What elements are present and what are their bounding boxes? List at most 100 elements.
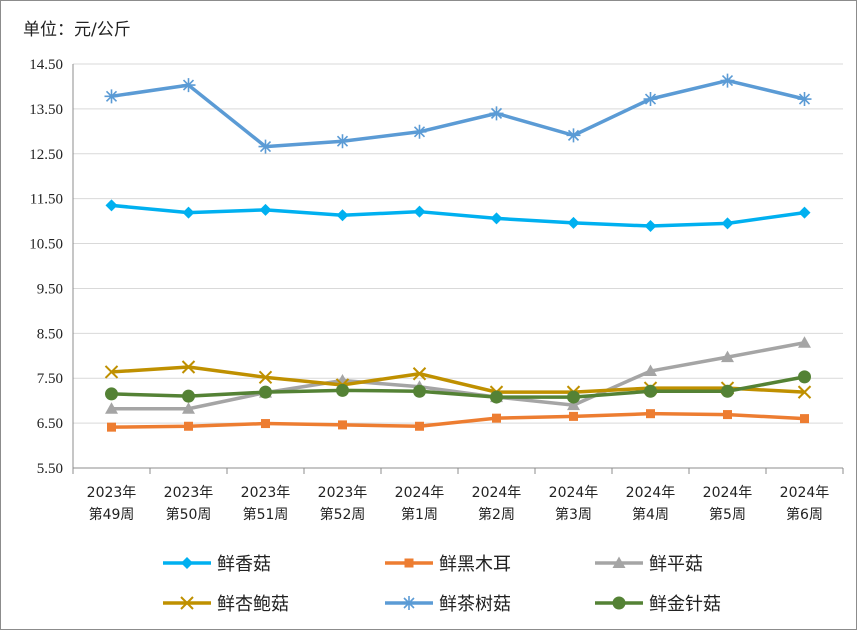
x-tick-label: 2023年 [318,485,368,501]
data-point [721,217,734,230]
data-point [644,220,657,233]
data-point [721,384,734,398]
legend-label: 鲜金针菇 [649,594,721,615]
x-tick-label: 2024年 [472,485,522,501]
series-line-4 [111,78,805,149]
x-tick-label: 第52周 [320,506,366,523]
y-tick-label: 7.50 [37,371,63,387]
y-tick-label: 5.50 [37,461,63,477]
y-tick-label: 6.50 [37,416,63,432]
x-tick-label: 2023年 [241,485,291,501]
legend-label: 鲜香菇 [217,554,271,575]
series-line-5 [111,375,805,399]
x-tick-label: 2023年 [87,485,137,501]
data-point [723,410,732,420]
data-point [567,390,580,404]
data-point [644,384,657,398]
data-point [798,206,811,219]
legend-swatch-marker [402,596,416,610]
data-point [797,92,812,107]
x-tick-label: 2024年 [780,485,830,501]
data-point [335,134,350,149]
data-point [800,414,809,424]
data-point [181,78,196,93]
x-tick-label: 2023年 [164,485,214,501]
x-tick-label: 第3周 [555,506,592,523]
legend-label: 鲜黑木耳 [439,554,511,575]
x-tick-label: 2024年 [395,485,445,501]
y-tick-label: 13.50 [29,102,63,118]
x-tick-label: 2024年 [703,485,753,501]
data-point [489,106,504,121]
data-point [720,73,735,88]
y-tick-label: 11.50 [30,192,63,208]
data-point [259,203,272,216]
data-point [258,370,273,385]
x-tick-label: 第5周 [709,506,746,523]
legend-swatch-marker [181,557,193,569]
data-point [569,411,578,421]
legend-swatch [163,596,211,610]
x-tick-label: 第51周 [243,506,289,523]
legend-item: 鲜茶树菇 [383,589,511,617]
data-point [338,420,347,430]
data-point [798,370,811,384]
x-tick-label: 第50周 [166,506,212,523]
y-tick-label: 9.50 [37,281,63,297]
data-point [567,216,580,229]
data-point [105,402,118,414]
legend-swatch [595,596,643,610]
x-tick-label: 第2周 [478,506,515,523]
data-point [797,385,812,399]
data-point [646,409,655,419]
legend-swatch [385,596,433,610]
data-point [259,385,272,399]
data-point [415,421,424,431]
data-point [261,419,270,429]
data-point [336,209,349,222]
data-point [412,367,427,381]
data-point [798,336,811,348]
legend-swatch-marker [612,596,626,610]
legend-item: 鲜杏鲍菇 [161,589,289,617]
data-point [105,199,118,212]
data-point [644,364,657,377]
legend-swatch-marker [404,558,414,568]
x-tick-label: 第4周 [632,506,669,523]
data-point [413,205,426,218]
series-line-3 [111,365,805,394]
legend: 鲜香菇 鲜黑木耳 鲜平菇鲜杏鲍菇 鲜茶树菇 鲜金针菇 [161,549,781,619]
series-line-1 [111,411,805,429]
data-point [104,89,119,104]
x-tick-label: 第6周 [786,506,823,523]
legend-swatch [595,556,643,568]
x-tick-label: 第49周 [89,506,135,523]
series-line-0 [111,203,805,228]
legend-swatch [163,557,211,569]
data-point [721,350,734,363]
legend-label: 鲜平菇 [649,554,703,575]
data-point [181,360,196,374]
y-tick-label: 14.50 [29,57,63,73]
data-point [566,128,581,143]
legend-item: 鲜金针菇 [593,589,721,617]
y-tick-label: 10.50 [29,237,63,253]
legend-item: 鲜平菇 [593,549,703,577]
data-point [182,389,195,403]
data-point [490,212,503,225]
legend-swatch [385,558,433,568]
legend-item: 鲜黑木耳 [383,549,511,577]
series-line-2 [111,341,805,411]
legend-label: 鲜茶树菇 [439,594,511,615]
y-tick-label: 12.50 [29,147,63,163]
legend-swatch-marker [612,556,626,568]
unit-label: 单位：元/公斤 [23,20,131,40]
data-point [184,421,193,431]
data-point [182,206,195,219]
data-point [490,390,503,404]
data-point [492,413,501,423]
y-tick-label: 8.50 [37,326,63,342]
data-point [258,139,273,154]
